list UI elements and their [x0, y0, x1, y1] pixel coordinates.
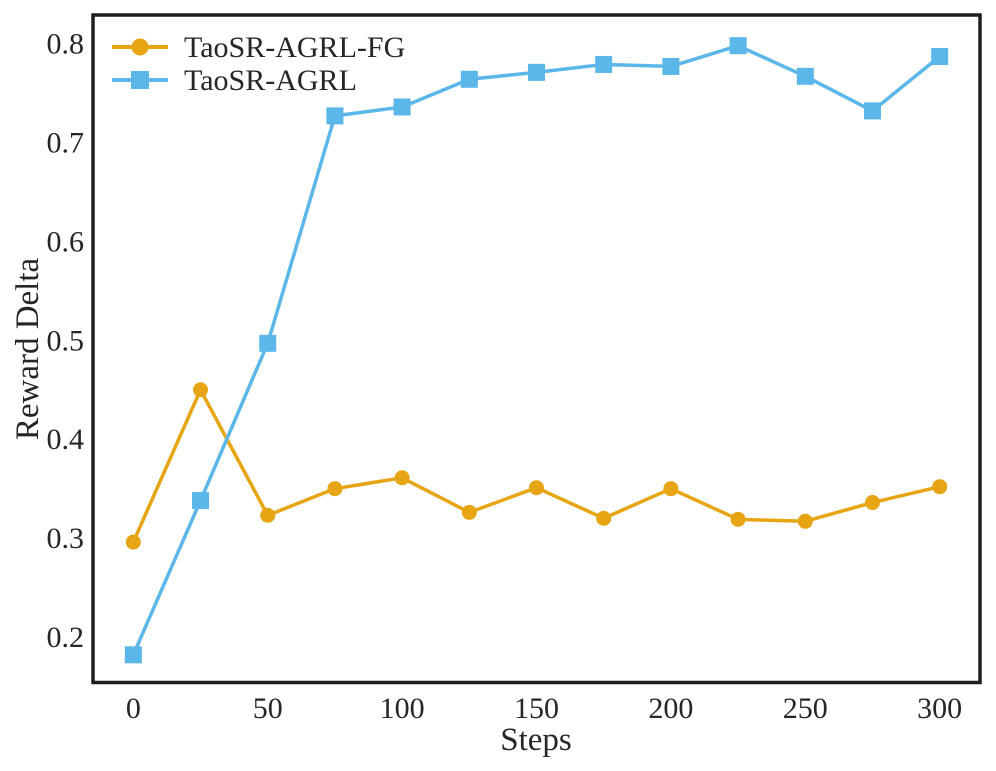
y-tick-label: 0.7 — [47, 127, 85, 160]
data-point-marker-circle — [596, 510, 612, 526]
x-tick-label: 150 — [514, 692, 559, 725]
y-tick-label: 0.3 — [47, 522, 85, 555]
legend-item: TaoSR-AGRL-FG — [112, 31, 405, 64]
y-tick-label: 0.5 — [47, 324, 85, 357]
data-point-marker-square — [326, 107, 344, 125]
data-point-marker-circle — [193, 382, 209, 398]
y-tick-label: 0.2 — [47, 621, 85, 654]
x-axis-label: Steps — [500, 722, 572, 758]
data-point-marker-circle — [730, 511, 746, 527]
data-point-marker-circle — [932, 479, 948, 495]
series-line-TaoSR-AGRL-FG — [131, 388, 942, 544]
data-point-marker-square — [192, 492, 210, 510]
data-point-marker-square — [124, 646, 142, 664]
plot-area-border — [91, 13, 982, 685]
data-point-marker-square — [528, 63, 545, 81]
legend-marker-circle — [131, 38, 149, 56]
x-tick-label: 50 — [253, 692, 283, 725]
data-point-marker-square — [460, 70, 478, 88]
data-point-marker-square — [729, 37, 747, 55]
x-axis-tick-labels: 0 50 100 150 200 250 300 — [126, 692, 962, 725]
legend-item: TaoSR-AGRL — [112, 64, 357, 97]
x-tick-label: 200 — [648, 692, 693, 725]
data-point-marker-square — [931, 48, 949, 66]
data-point-marker-circle — [461, 504, 477, 520]
data-point-marker-circle — [327, 481, 343, 497]
data-point-marker-square — [259, 334, 277, 352]
legend-label: TaoSR-AGRL-FG — [184, 31, 405, 64]
data-point-marker-circle — [260, 507, 276, 523]
y-axis-tick-labels: 0.2 0.3 0.4 0.5 0.6 0.7 0.8 — [47, 28, 85, 654]
x-tick-label: 100 — [380, 692, 425, 725]
data-point-marker-circle — [663, 481, 679, 497]
data-point-marker-square — [863, 102, 881, 120]
series-layer — [124, 37, 949, 664]
data-point-marker-circle — [529, 480, 544, 496]
data-point-marker-square — [662, 57, 680, 75]
y-axis-label: Reward Delta — [10, 257, 46, 440]
legend-label: TaoSR-AGRL — [184, 64, 357, 97]
series-line-TaoSR-AGRL — [131, 43, 942, 657]
y-tick-label: 0.6 — [47, 225, 85, 258]
data-point-marker-circle — [394, 470, 410, 486]
data-point-marker-circle — [797, 513, 813, 529]
x-tick-label: 300 — [917, 692, 962, 725]
data-point-marker-circle — [864, 495, 880, 511]
data-point-marker-square — [796, 67, 814, 85]
x-tick-label: 0 — [126, 692, 141, 725]
data-point-marker-square — [595, 55, 613, 73]
y-tick-label: 0.4 — [47, 423, 85, 456]
legend-marker-square — [131, 71, 149, 89]
x-tick-label: 250 — [783, 692, 828, 725]
y-tick-label: 0.8 — [47, 28, 85, 61]
data-point-marker-circle — [125, 534, 141, 550]
data-point-marker-square — [393, 98, 411, 116]
